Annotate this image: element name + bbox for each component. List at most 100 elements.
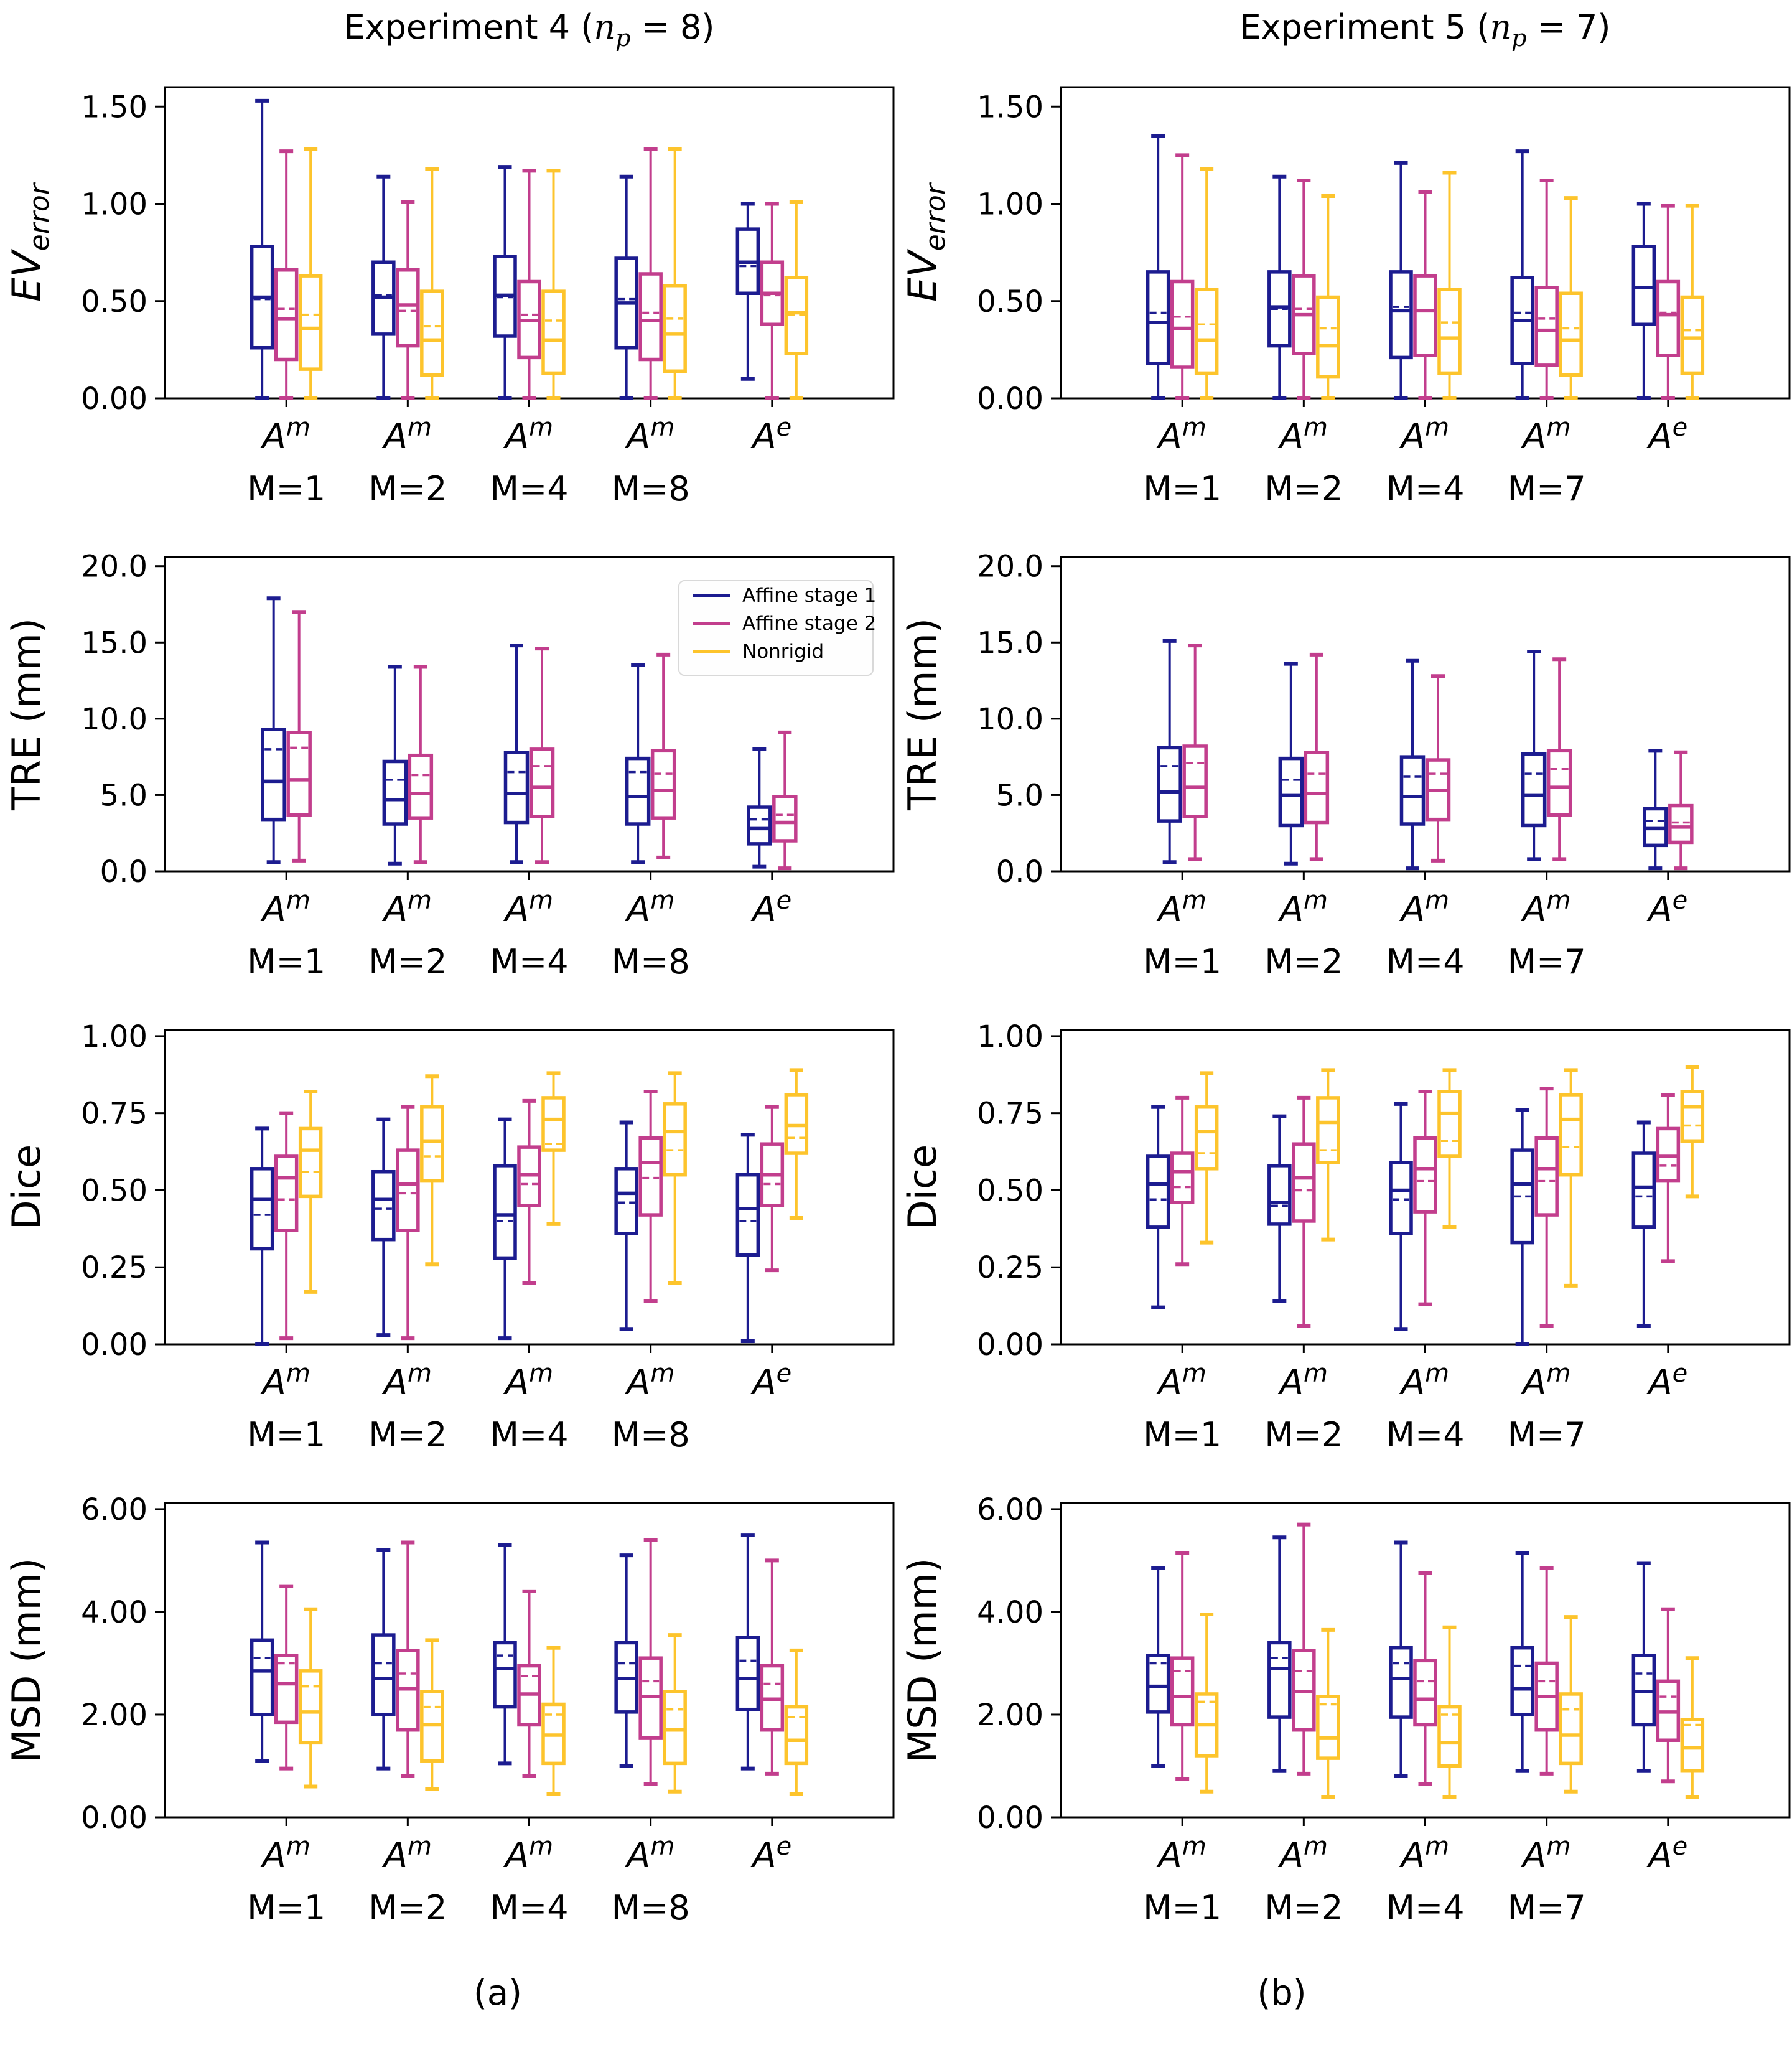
box-affine-stage-2-group5 <box>760 202 785 400</box>
box-affine-stage-2-group4 <box>1534 1087 1559 1328</box>
box-affine-stage-1-group4 <box>614 1120 638 1331</box>
svg-text:M=7: M=7 <box>1508 469 1586 508</box>
x-axis-ticks: Am M=1 Am M=2 Am M=4 Am M=8 Ae <box>247 1344 791 1454</box>
box-nonrigid-group1 <box>1194 167 1219 400</box>
chart-dice-exp4: 0.00 0.25 0.50 0.75 1.00 Dice Am M=1 Am M=2 Am M=4 A… <box>0 1008 896 1481</box>
box-affine-stage-1-group1 <box>250 1540 274 1763</box>
svg-text:M=8: M=8 <box>612 469 690 508</box>
chart-tre-exp5: 0.0 5.0 10.0 15.0 20.0 TRE (mm) Am M=1 Am M=2 Am M=… <box>896 535 1792 1008</box>
box-affine-stage-2-group1 <box>274 1111 299 1341</box>
svg-text:0.75: 0.75 <box>81 1097 147 1131</box>
svg-text:M=1: M=1 <box>1143 942 1221 981</box>
box-affine-stage-1-group4 <box>1521 649 1547 861</box>
svg-text:M=4: M=4 <box>1386 1888 1464 1927</box>
svg-text:M=8: M=8 <box>612 942 690 981</box>
box-affine-stage-1-group4 <box>625 663 651 864</box>
box-nonrigid-group2 <box>420 1638 444 1791</box>
plot-row-ev: Experiment 4 (np = 8) 0.00 0.50 1.00 1.50 EVe… <box>0 0 1792 535</box>
y-axis-label: Dice <box>4 1145 49 1230</box>
svg-text:10.0: 10.0 <box>81 702 147 737</box>
box-nonrigid-group2 <box>1316 194 1340 400</box>
subfigure-label-b: (b) <box>1257 1973 1307 2013</box>
chart-ev-exp5: Experiment 5 (np = 7) 0.00 0.50 1.00 1.50 EVe… <box>896 0 1792 535</box>
box-affine-stage-2-group1 <box>1170 1551 1195 1781</box>
svg-text:M=1: M=1 <box>1143 1415 1221 1454</box>
svg-text:Am: Am <box>1278 413 1328 457</box>
svg-text:0.0: 0.0 <box>996 855 1043 889</box>
chart-svg-ev_error-col1: Experiment 5 (np = 7) 0.00 0.50 1.00 1.50 EVe… <box>900 7 1791 508</box>
svg-text:M=1: M=1 <box>247 469 325 508</box>
svg-text:0.00: 0.00 <box>81 382 147 416</box>
box-affine-stage-2-group1 <box>1170 153 1195 400</box>
y-axis-label: EVerror <box>4 182 55 302</box>
box-affine-stage-2-group1 <box>1182 644 1208 861</box>
box-affine-stage-1-group2 <box>371 174 396 400</box>
svg-text:1.50: 1.50 <box>81 90 147 124</box>
box-affine-stage-1-group5 <box>747 747 772 869</box>
box-affine-stage-1-group3 <box>503 644 530 864</box>
x-axis-ticks: Am M=1 Am M=2 Am M=4 Am M=7 Ae <box>1143 871 1687 981</box>
box-affine-stage-2-group5 <box>760 1105 785 1273</box>
box-affine-stage-2-group4 <box>638 1090 663 1303</box>
box-affine-stage-2-group1 <box>274 149 299 400</box>
svg-text:M=1: M=1 <box>1143 1888 1221 1927</box>
y-axis-label: EVerror <box>900 182 951 302</box>
plot-row-tre: 0.0 5.0 10.0 15.0 20.0 TRE (mm) Am M=1 Am M=2 Am M=… <box>0 535 1792 1008</box>
box-affine-stage-2-group3 <box>1413 190 1437 400</box>
box-affine-stage-2-group4 <box>1534 1566 1559 1776</box>
box-nonrigid-group2 <box>420 1074 444 1267</box>
box-affine-stage-2-group3 <box>517 169 541 400</box>
chart-dice-exp5: 0.00 0.25 0.50 0.75 1.00 Dice Am M=1 Am M=2 Am M=4 A… <box>896 1008 1792 1481</box>
svg-text:Am: Am <box>503 1359 553 1403</box>
svg-text:0.00: 0.00 <box>977 1328 1043 1362</box>
chart-svg-tre-(mm)-col1: 0.0 5.0 10.0 15.0 20.0 TRE (mm) Am M=1 Am M=2 Am M=… <box>900 550 1791 981</box>
y-axis-ticks: 0.00 2.00 4.00 6.00 <box>81 1492 165 1835</box>
x-axis-ticks: Am M=1 Am M=2 Am M=4 Am M=8 Ae <box>247 1817 791 1927</box>
box-affine-stage-2-group2 <box>1292 1095 1316 1328</box>
svg-text:Am: Am <box>1399 413 1449 457</box>
svg-text:0.00: 0.00 <box>81 1328 147 1362</box>
svg-text:M=2: M=2 <box>368 942 447 981</box>
box-affine-stage-1-group3 <box>1399 658 1426 871</box>
box-affine-stage-2-group4 <box>638 148 663 400</box>
box-nonrigid-group5 <box>784 1648 809 1796</box>
svg-text:M=2: M=2 <box>368 1888 447 1927</box>
box-nonrigid-group4 <box>1559 1615 1583 1794</box>
svg-text:0.00: 0.00 <box>977 1800 1043 1835</box>
svg-text:2.00: 2.00 <box>977 1698 1043 1733</box>
box-nonrigid-group3 <box>541 1646 566 1796</box>
svg-text:Am: Am <box>1278 1359 1328 1403</box>
y-axis-label: TRE (mm) <box>900 618 945 811</box>
svg-text:Am: Am <box>1521 413 1570 457</box>
chart-svg-dice-col1: 0.000.250.500.751.00DiceAmM=1AmM=2AmM=4A… <box>900 1019 1791 1454</box>
svg-text:Am: Am <box>382 413 432 457</box>
box-affine-stage-1-group2 <box>371 1117 396 1337</box>
box-affine-stage-2-group3 <box>1413 1571 1437 1786</box>
box-affine-stage-1-group5 <box>735 1533 760 1771</box>
box-affine-stage-1-group5 <box>1631 1120 1656 1328</box>
svg-text:M=2: M=2 <box>368 469 447 508</box>
chart-title: Experiment 4 (np = 8) <box>344 7 715 52</box>
svg-text:Am: Am <box>261 413 310 457</box>
svg-text:Am: Am <box>261 1832 310 1876</box>
svg-text:Am: Am <box>382 1359 432 1403</box>
box-affine-stage-2-group4 <box>650 652 676 859</box>
box-affine-stage-1-group1 <box>1146 1105 1170 1309</box>
x-axis-ticks: Am M=1 Am M=2 Am M=4 Am M=8 Ae <box>247 871 791 981</box>
box-affine-stage-2-group3 <box>529 647 555 864</box>
box-nonrigid-group2 <box>1316 1068 1340 1242</box>
box-affine-stage-1-group1 <box>1146 134 1170 400</box>
box-affine-stage-1-group3 <box>493 1543 517 1766</box>
svg-text:Am: Am <box>1157 886 1206 930</box>
svg-text:M=7: M=7 <box>1508 942 1586 981</box>
box-affine-stage-2-group2 <box>1292 1522 1316 1776</box>
box-nonrigid-group5 <box>784 1068 809 1220</box>
svg-text:M=4: M=4 <box>490 1415 568 1454</box>
box-affine-stage-1-group2 <box>1267 1114 1292 1303</box>
box-affine-stage-1-group5 <box>1631 202 1656 400</box>
box-affine-stage-1-group3 <box>493 1117 517 1341</box>
svg-text:6.00: 6.00 <box>977 1492 1043 1527</box>
svg-text:5.0: 5.0 <box>996 778 1043 813</box>
svg-text:0.25: 0.25 <box>81 1250 147 1285</box>
